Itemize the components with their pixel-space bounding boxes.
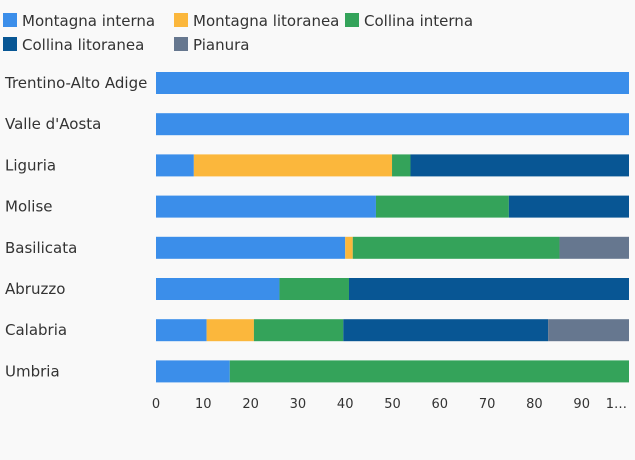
bar-row-umbria bbox=[156, 360, 629, 383]
bar-segment-collina-interna[interactable] bbox=[352, 236, 560, 259]
bar-row-basilicata bbox=[156, 236, 629, 259]
bar-segment-collina-litoranea[interactable] bbox=[508, 195, 629, 218]
category-label: Calabria bbox=[5, 321, 67, 339]
bar-segment-collina-interna[interactable] bbox=[392, 154, 411, 177]
bar-segment-collina-litoranea[interactable] bbox=[410, 154, 629, 177]
bar-segment-collina-interna[interactable] bbox=[253, 319, 344, 342]
legend-label: Collina interna bbox=[364, 12, 473, 30]
category-label: Liguria bbox=[5, 156, 56, 174]
x-tick-label: 1… bbox=[606, 397, 627, 412]
bar-segment-pianura[interactable] bbox=[559, 236, 629, 259]
legend-item-montagna-litoranea[interactable]: Montagna litoranea bbox=[174, 12, 339, 30]
x-tick-label: 50 bbox=[384, 397, 401, 412]
bar-row-trentino-alto-adige bbox=[156, 72, 629, 94]
legend-label: Montagna interna bbox=[22, 12, 155, 30]
x-tick-label: 0 bbox=[152, 397, 160, 412]
category-labels: Trentino-Alto Adige Valle d'Aosta Liguria M… bbox=[4, 74, 147, 380]
bar-row-molise bbox=[156, 195, 629, 218]
bar-row-valle-d-aosta bbox=[156, 113, 629, 136]
legend-swatch bbox=[345, 13, 359, 27]
bar-segment-montagna-interna[interactable] bbox=[156, 195, 376, 218]
legend-label: Collina litoranea bbox=[22, 36, 144, 54]
bar-segment-collina-litoranea[interactable] bbox=[343, 319, 549, 342]
bar-segment-pianura[interactable] bbox=[548, 319, 629, 342]
bar-row-liguria bbox=[156, 154, 629, 177]
legend-item-montagna-interna[interactable]: Montagna interna bbox=[3, 12, 155, 30]
bar-segment-montagna-litoranea[interactable] bbox=[345, 236, 353, 259]
x-tick-label: 40 bbox=[337, 397, 354, 412]
legend-swatch bbox=[174, 37, 188, 51]
x-tick-label: 20 bbox=[242, 397, 259, 412]
bar-segment-montagna-interna[interactable] bbox=[156, 319, 207, 342]
x-tick-label: 30 bbox=[290, 397, 307, 412]
bar-segment-montagna-interna[interactable] bbox=[156, 360, 230, 383]
bar-segment-montagna-interna[interactable] bbox=[156, 236, 346, 259]
bar-segment-collina-interna[interactable] bbox=[229, 360, 629, 383]
legend-item-collina-litoranea[interactable]: Collina litoranea bbox=[3, 36, 144, 54]
legend-item-collina-interna[interactable]: Collina interna bbox=[345, 12, 473, 30]
bar-row-calabria bbox=[156, 319, 629, 342]
category-label: Basilicata bbox=[5, 239, 77, 257]
legend-item-pianura[interactable]: Pianura bbox=[174, 36, 249, 54]
legend-label: Pianura bbox=[193, 36, 249, 54]
category-label: Trentino-Alto Adige bbox=[4, 74, 147, 92]
bar-segment-montagna-interna[interactable] bbox=[156, 278, 280, 300]
bar-segment-montagna-interna[interactable] bbox=[156, 113, 629, 136]
legend: Montagna interna Montagna litoranea Collin… bbox=[3, 12, 473, 54]
bar-segment-collina-interna[interactable] bbox=[279, 278, 349, 300]
x-tick-label: 90 bbox=[573, 397, 590, 412]
x-tick-label: 10 bbox=[195, 397, 212, 412]
bar-segment-montagna-litoranea[interactable] bbox=[206, 319, 254, 342]
x-axis-ticks: 0 10 20 30 40 50 60 70 80 90 1… bbox=[152, 397, 627, 412]
bar-segment-montagna-interna[interactable] bbox=[156, 72, 629, 94]
category-label: Abruzzo bbox=[5, 280, 65, 298]
x-tick-label: 60 bbox=[432, 397, 449, 412]
x-tick-label: 80 bbox=[526, 397, 543, 412]
bars bbox=[156, 72, 629, 383]
legend-swatch bbox=[3, 13, 17, 27]
bar-segment-collina-litoranea[interactable] bbox=[348, 278, 629, 300]
category-label: Valle d'Aosta bbox=[5, 115, 101, 133]
bar-segment-montagna-litoranea[interactable] bbox=[193, 154, 393, 177]
x-tick-label: 70 bbox=[479, 397, 496, 412]
bar-segment-montagna-interna[interactable] bbox=[156, 154, 194, 177]
bar-segment-collina-interna[interactable] bbox=[375, 195, 509, 218]
legend-swatch bbox=[3, 37, 17, 51]
bar-row-abruzzo bbox=[156, 278, 629, 300]
legend-swatch bbox=[174, 13, 188, 27]
category-label: Molise bbox=[5, 198, 53, 216]
legend-label: Montagna litoranea bbox=[193, 12, 339, 30]
category-label: Umbria bbox=[5, 362, 60, 380]
